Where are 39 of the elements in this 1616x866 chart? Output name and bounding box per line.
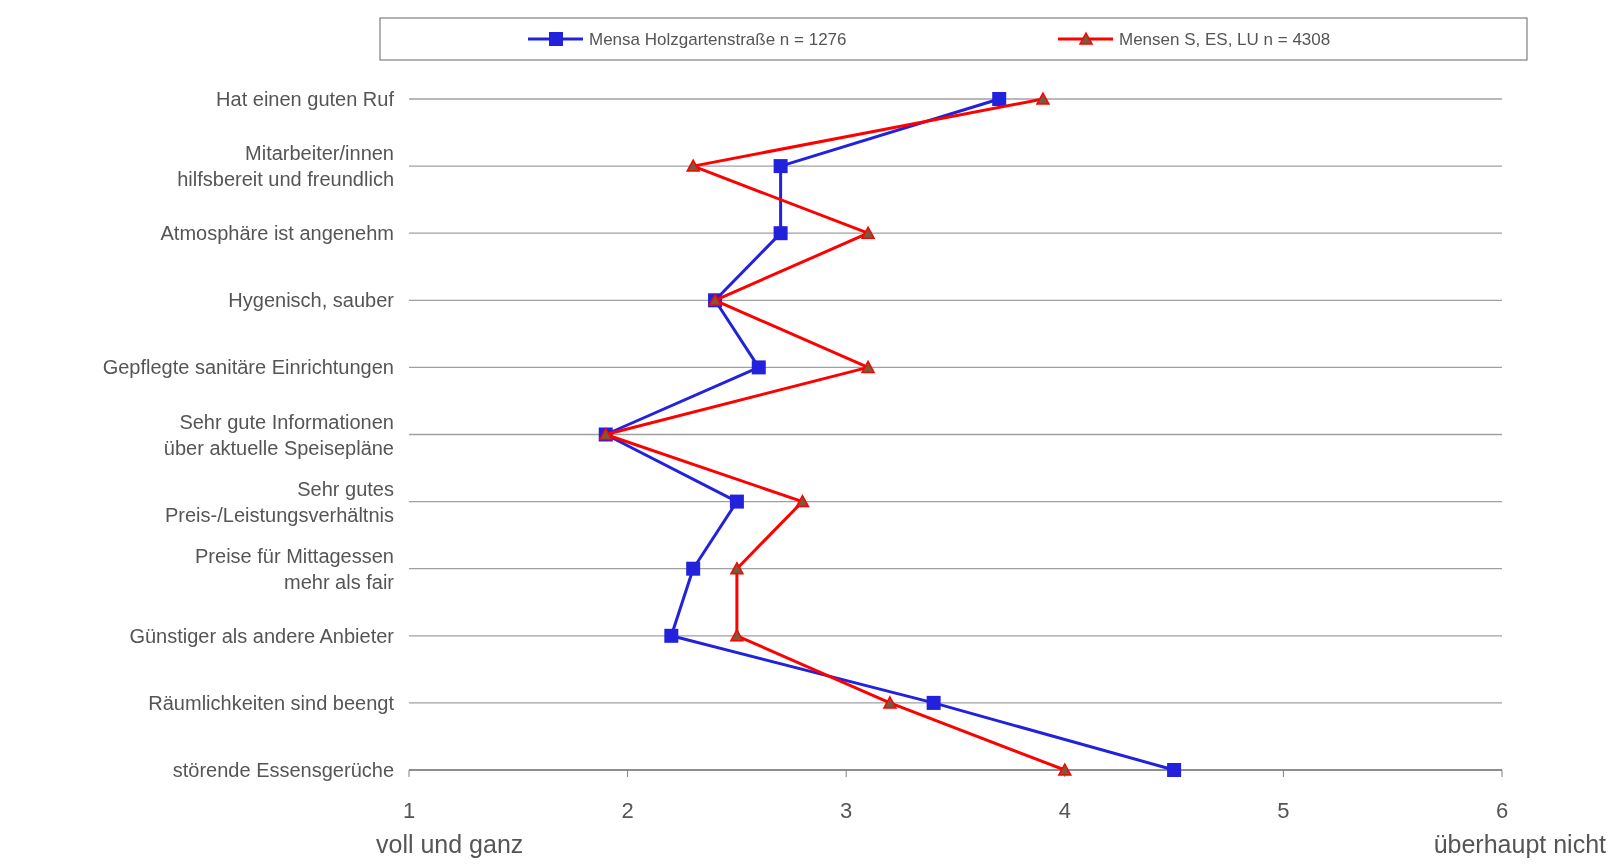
point: [773, 159, 788, 174]
point: [730, 561, 744, 575]
x-tick-label: 2: [621, 798, 634, 823]
point: [1058, 763, 1072, 776]
point: [926, 695, 941, 710]
point: [686, 561, 701, 576]
point: [1167, 763, 1182, 777]
y-tick-label: Gepflegte sanitäre Einrichtungen: [102, 356, 394, 379]
legend-label: Mensen S, ES, LU n = 4308: [1119, 30, 1331, 49]
y-tick-label: Räumlichkeiten sind beengt: [148, 691, 395, 714]
point: [773, 226, 788, 241]
x-tick-label: 4: [1058, 798, 1071, 823]
point: [729, 494, 744, 509]
y-tick-label: Hygenisch, sauber: [228, 289, 395, 312]
point: [795, 494, 810, 508]
y-tick-label: Atmosphäre ist angenehm: [160, 222, 394, 245]
x-tick-label: 6: [1495, 798, 1509, 823]
x-tick-label: 3: [840, 798, 853, 823]
point: [861, 360, 875, 374]
point: [730, 629, 744, 642]
point: [664, 628, 679, 643]
y-tick-label: Sehr gute Informationen über aktuelle Speisepläne: [163, 410, 394, 459]
text: überhaupt nicht: [1433, 830, 1607, 858]
x-tick-label: 1: [402, 798, 416, 823]
point: [1036, 92, 1050, 105]
text: voll und ganz: [376, 830, 524, 858]
y-tick-label: Hat einen guten Ruf: [216, 88, 395, 110]
y-tick-label: Sehr gutes Preis-/Leistungsverhältnis: [165, 477, 394, 526]
legend-label: Mensa Holzgartenstraße n = 1276: [589, 30, 847, 49]
y-tick-label: Günstiger als andere Anbieter: [129, 624, 395, 647]
y-tick-label: Preise für Mittagessen mehr als fair: [195, 544, 395, 593]
y-tick-label: Mitarbeiter/innen hilfsbereit und freundlich: [177, 142, 394, 191]
point: [992, 92, 1007, 106]
point: [861, 226, 875, 239]
point: [751, 360, 766, 375]
point: [883, 696, 897, 709]
point: [686, 159, 700, 172]
y-tick-label: störende Essensgerüche: [172, 759, 394, 781]
x-tick-label: 5: [1277, 798, 1290, 823]
